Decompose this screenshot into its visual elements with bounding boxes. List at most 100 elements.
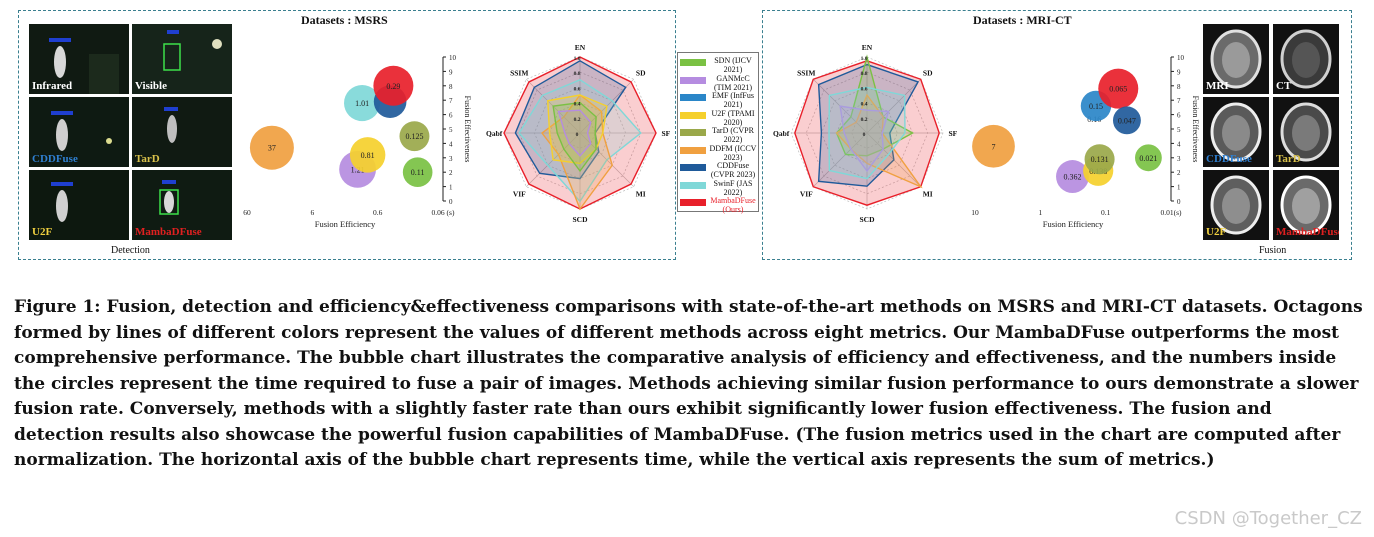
figure-caption: Figure 1: Fusion, detection and efficien…: [14, 297, 1363, 470]
radar-series: [518, 79, 642, 203]
bubble: [1098, 68, 1139, 109]
y-tick-label: 9: [449, 68, 453, 76]
y-tick-label: 8: [1177, 83, 1181, 91]
y-tick-label: 9: [1177, 68, 1181, 76]
radar-axis-label: SF: [948, 129, 957, 138]
radar-ring-label: 1.0: [574, 56, 581, 62]
tile-label: MambaDFuse: [135, 226, 202, 238]
y-tick-label: 10: [1177, 54, 1185, 62]
bubble-label: 0.021: [1139, 154, 1157, 163]
y-axis-label: Fusion Effectiveness: [463, 96, 472, 163]
ct-image: [1273, 24, 1339, 94]
bubble: [402, 157, 433, 188]
radar-axis-label: EN: [862, 43, 873, 52]
bubble-label: 0.15: [1089, 102, 1103, 111]
radar-ring-label: 1.0: [861, 56, 868, 62]
tile-tard: TarD: [132, 97, 232, 167]
y-axis-label: Fusion Effectiveness: [1191, 96, 1200, 163]
radar-axis-label: MI: [636, 190, 646, 199]
tile-label: MRI: [1206, 80, 1229, 92]
tile-u2f: U2F: [29, 170, 129, 240]
watermark: CSDN @Together_CZ: [1174, 508, 1362, 529]
radar-series: [839, 105, 890, 173]
tile-u2f-medical: U2F: [1203, 170, 1269, 240]
legend-swatch: [680, 181, 706, 189]
legend-label: TarD (CVPR 2022): [712, 126, 754, 144]
tile-label: U2F: [32, 226, 53, 238]
legend-label: SDN (IJCV 2021): [714, 56, 752, 74]
radar-chart-mri-ct: 0 0.2 0.4 0.6 0.8 1.0 EN SD SF MI SCD VIF Qabf SSIM: [773, 43, 958, 224]
radar-ring-label: 0.2: [574, 117, 581, 123]
y-tick-label: 1: [449, 184, 453, 192]
tile-label: Infrared: [32, 80, 73, 92]
panel-title-msrs: Datasets : MSRS: [301, 13, 388, 27]
x-tick-label: 1: [1038, 208, 1042, 217]
bubble-label: 7: [991, 142, 995, 151]
bubble-label: 0.29: [386, 82, 400, 91]
y-tick-label: 3: [449, 155, 453, 163]
x-tick-label: 6: [310, 208, 314, 217]
radar-ring: [534, 87, 626, 179]
tile-mri: MRI: [1203, 24, 1269, 94]
radar-ring: [851, 117, 883, 149]
radar-ring-label: 0.4: [861, 102, 868, 108]
bubble: [344, 84, 381, 122]
bubble-label: 0.81: [361, 151, 375, 160]
x-tick-label: 0.01(s): [1160, 208, 1182, 217]
tile-label: Visible: [135, 80, 167, 92]
legend-label: SwinF (JAS 2022): [713, 178, 753, 197]
radar-axis-label: Qabf: [486, 129, 503, 138]
y-tick-label: 2: [449, 169, 453, 177]
bubble-label: 0.047: [1118, 116, 1136, 125]
radar-ring: [564, 117, 596, 149]
y-tick-label: 3: [1177, 155, 1181, 163]
tile-cddfuse-medical: CDDFuse: [1203, 97, 1269, 167]
bubble-label: 1.01: [355, 99, 369, 108]
tile-label: TarD: [1276, 153, 1301, 165]
mri-image: [1203, 24, 1269, 94]
y-tick-label: 7: [1177, 97, 1181, 105]
radar-ring-label: 0.6: [574, 86, 581, 92]
bubble: [399, 121, 430, 152]
y-tick-label: 0: [449, 198, 453, 206]
bubble: [1084, 144, 1115, 175]
legend-label: DDFM (ICCV 2023): [709, 143, 757, 162]
radar-ring-label: 0.6: [861, 86, 868, 92]
radar-axis-label: SF: [661, 129, 670, 138]
y-tick-label: 5: [449, 126, 453, 134]
radar-axis-label: SCD: [572, 215, 588, 224]
radar-axis-label: Qabf: [773, 129, 790, 138]
tard-image: [132, 97, 232, 167]
tile-mambadfuse: MambaDFuse: [132, 170, 232, 240]
tile-ct: CT: [1273, 24, 1339, 94]
radar-ring-label: 0.8: [861, 71, 868, 77]
radar-ring-label: 0: [576, 132, 579, 138]
tile-mambadfuse-medical: MambaDFuse: [1273, 170, 1339, 240]
radar-axis-label: SSIM: [510, 68, 528, 77]
bubble-label: 0.11: [411, 168, 425, 177]
radar-series: [552, 101, 597, 173]
radar-series: [828, 86, 906, 180]
bubble: [1056, 160, 1089, 193]
radar-axis-label: VIF: [800, 190, 813, 199]
tile-label: CDDFuse: [1206, 153, 1252, 165]
legend-swatch: [680, 129, 706, 136]
legend-swatch: [680, 146, 706, 154]
bubble-label: 0.125: [405, 132, 423, 141]
radar-chart-msrs: 0 0.2 0.4 0.6 0.8 1.0 EN SD SF MI SCD VIF Qabf SSIM: [486, 43, 671, 224]
y-tick-label: 4: [1177, 140, 1181, 148]
radar-axis-label: SCD: [859, 215, 875, 224]
legend-swatch: [680, 94, 706, 101]
radar-ring-label: 0.2: [861, 117, 868, 123]
radar-axis-label: SSIM: [797, 68, 815, 77]
panel-mri-ct: Datasets : MRI-CT 0 0.2 0.4 0.6 0.8 1.0 EN SD SF…: [762, 10, 1352, 260]
legend-label: U2F (TPAMI 2020): [711, 108, 755, 127]
x-tick-label: 60: [243, 208, 251, 217]
legend-swatch: [680, 76, 706, 84]
tile-label: CT: [1276, 80, 1292, 92]
radar-ring: [821, 87, 913, 179]
bubble: [349, 137, 386, 173]
y-tick-label: 6: [1177, 112, 1181, 120]
y-tick-label: 1: [1177, 184, 1181, 192]
radar-series: [835, 93, 923, 189]
